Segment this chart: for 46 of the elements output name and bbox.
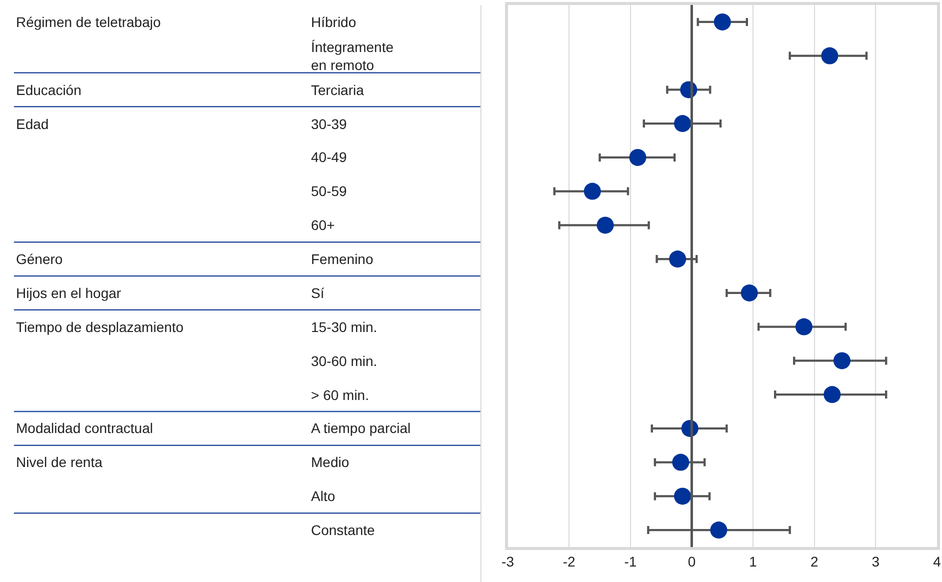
x-tick-label: -3 bbox=[502, 554, 514, 570]
y2-tick-label: Género bbox=[16, 251, 63, 267]
x-tick-label: -2 bbox=[562, 554, 576, 570]
x-tick-label: 4 bbox=[933, 554, 942, 570]
point bbox=[824, 386, 841, 404]
point bbox=[833, 352, 850, 370]
point bbox=[669, 250, 686, 268]
y-tick-label: > 60 min. bbox=[311, 387, 369, 403]
y-tick-label: 15-30 min. bbox=[311, 319, 378, 335]
y-tick-label: Femenino bbox=[311, 251, 374, 267]
x-tick-label: -1 bbox=[624, 554, 637, 570]
y2-tick-label: Nivel de renta bbox=[16, 454, 103, 470]
y2-tick-label: Tiempo de desplazamiento bbox=[16, 319, 184, 335]
x-tick-label: 1 bbox=[749, 554, 758, 570]
point bbox=[672, 454, 690, 471]
y2-tick-label: Educación bbox=[16, 82, 82, 98]
point bbox=[714, 13, 731, 30]
y-tick-label: Alto bbox=[311, 488, 336, 504]
y-tick-label: A tiempo parcial bbox=[311, 420, 411, 436]
point bbox=[740, 284, 758, 302]
point bbox=[629, 148, 646, 166]
y-tick-label: Constante bbox=[311, 522, 376, 538]
y2-tick-label: Edad bbox=[16, 116, 49, 132]
y-tick-label: Íntegramente en remoto bbox=[311, 39, 394, 74]
x-tick-label: 2 bbox=[810, 554, 818, 570]
point bbox=[674, 488, 692, 505]
point bbox=[584, 182, 601, 200]
x-tick-label: 3 bbox=[872, 554, 880, 570]
y-tick-label: 40-49 bbox=[311, 149, 348, 165]
y-tick-label: 60+ bbox=[311, 217, 335, 233]
point bbox=[596, 216, 614, 234]
x-tick-label: 0 bbox=[688, 554, 696, 570]
point bbox=[674, 115, 692, 132]
y-tick-label: Terciaria bbox=[311, 82, 364, 98]
y-tick-label: Sí bbox=[311, 285, 324, 301]
y2-tick-label: Régimen de teletrabajo bbox=[16, 14, 161, 30]
y-tick-label: Medio bbox=[311, 454, 350, 470]
y-tick-label: Híbrido bbox=[311, 14, 356, 30]
point bbox=[710, 522, 728, 539]
y-tick-label: 30-60 min. bbox=[311, 353, 378, 369]
y-tick-label: 50-59 bbox=[311, 183, 348, 199]
point bbox=[821, 47, 838, 64]
y2-tick-label: Hijos en el hogar bbox=[16, 285, 122, 301]
point bbox=[795, 318, 812, 336]
y-tick-label: 30-39 bbox=[311, 116, 348, 132]
y2-tick-label: Modalidad contractual bbox=[16, 420, 153, 436]
